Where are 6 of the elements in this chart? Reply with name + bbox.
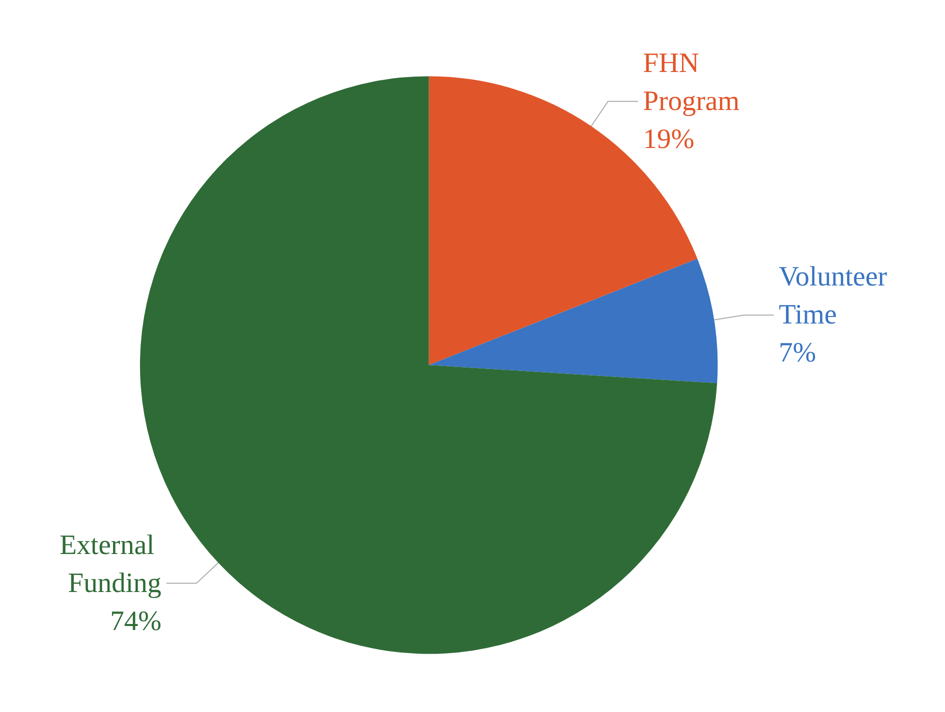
slice-label: FHN Program [643,48,740,117]
data-label: 7% [778,338,816,369]
slice-label: Volunteer Time [778,262,894,331]
data-label: 74% [110,606,162,637]
slice-label: External Funding [60,530,162,599]
data-label: 19% [643,124,694,155]
